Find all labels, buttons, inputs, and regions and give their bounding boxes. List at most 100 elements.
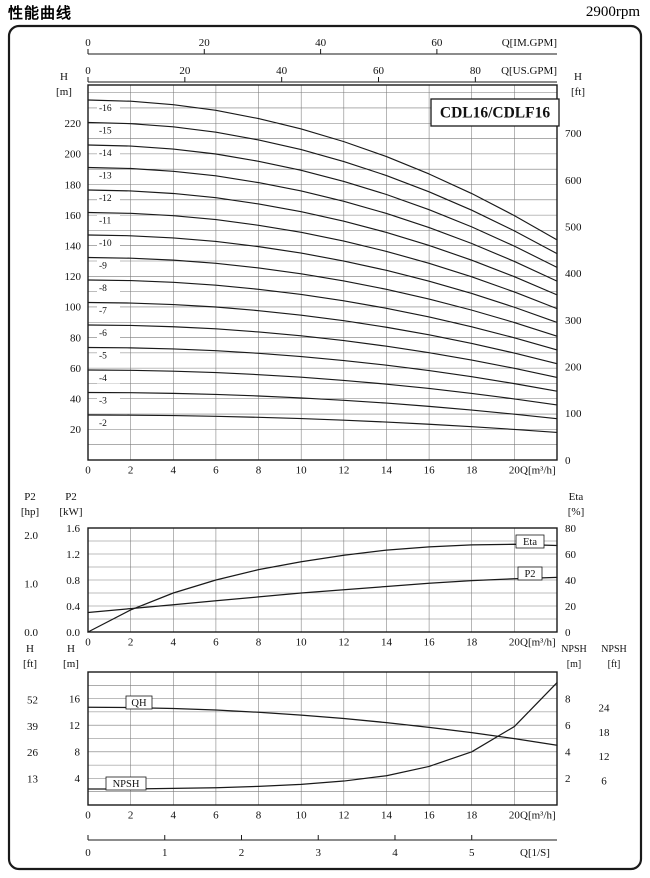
tick-label: 8 <box>256 810 262 822</box>
tick-label: 0 <box>565 455 571 467</box>
axis-title: H <box>67 643 75 655</box>
tick-label: 0.4 <box>66 601 80 613</box>
tick-label: 12 <box>338 810 349 822</box>
tick-label: 4 <box>171 465 177 477</box>
stage-label: -6 <box>99 329 107 339</box>
axis-title: [m] <box>56 86 72 98</box>
tick-label: 80 <box>470 65 482 77</box>
tick-label: 52 <box>27 694 38 706</box>
axis-unit-label: Q[m³/h] <box>520 637 556 649</box>
axis-title: [kW] <box>59 506 82 518</box>
tick-label: 10 <box>296 465 308 477</box>
tick-label: 40 <box>276 65 288 77</box>
head-curve-stage-14 <box>87 144 558 268</box>
plot-frame <box>87 84 558 461</box>
stage-label-bg <box>97 215 120 226</box>
tick-label: 140 <box>65 241 82 253</box>
tick-label: 16 <box>424 465 436 477</box>
tick-label: 18 <box>599 727 611 739</box>
eta-curve-label: Eta <box>523 537 537 548</box>
tick-label: 20 <box>509 465 521 477</box>
tick-label: 700 <box>565 128 582 140</box>
head-curve-stage-6 <box>87 324 558 379</box>
stage-label: -13 <box>99 172 112 182</box>
tick-label: 1 <box>162 847 168 859</box>
head-curve-stage-11 <box>87 211 558 310</box>
tick-label: 200 <box>65 149 82 161</box>
tick-label: 60 <box>431 37 443 49</box>
axis-title: H <box>574 71 582 83</box>
tick-label: 40 <box>315 37 327 49</box>
stage-label-bg <box>97 417 120 429</box>
tick-label: 18 <box>466 810 478 822</box>
tick-label: 26 <box>27 747 39 759</box>
stage-label-bg <box>97 192 120 204</box>
p2-label-box <box>517 566 543 581</box>
axis-title: H <box>60 71 68 83</box>
tick-label: 6 <box>213 637 219 649</box>
tick-label: 18 <box>466 465 478 477</box>
p2-curve <box>87 576 558 614</box>
head-curve-stage-10 <box>87 234 558 323</box>
axis-title: [m] <box>63 658 79 670</box>
tick-label: 20 <box>509 810 521 822</box>
axis-unit-label: Q[US.GPM] <box>501 65 557 77</box>
tick-label: 8 <box>75 747 81 759</box>
tick-label: 0.8 <box>66 575 80 587</box>
axis-title: [ft] <box>23 658 37 670</box>
tick-label: 1.0 <box>24 578 38 590</box>
stage-label: -14 <box>99 149 112 159</box>
stage-label: -7 <box>99 307 107 317</box>
tick-label: 1.6 <box>66 523 80 535</box>
stage-label: -15 <box>99 127 112 137</box>
head-curve-stage-15 <box>87 121 558 255</box>
tick-label: 220 <box>65 118 82 130</box>
tick-label: 4 <box>565 747 571 759</box>
npsh-curve-label: NPSH <box>113 779 140 790</box>
tick-label: 40 <box>70 394 82 406</box>
tick-label: 16 <box>424 810 436 822</box>
tick-label: 2 <box>128 465 134 477</box>
axis-title: [%] <box>568 506 585 518</box>
tick-label: 8 <box>256 465 262 477</box>
stage-label-bg <box>97 125 120 136</box>
tick-label: 20 <box>199 37 211 49</box>
plot-frame <box>87 671 558 806</box>
tick-label: 400 <box>565 268 582 280</box>
tick-label: 60 <box>70 363 82 375</box>
axis-title: NPSH <box>601 644 627 655</box>
eta-label-box <box>515 534 545 549</box>
axis-unit-label: Q[m³/h] <box>520 465 556 477</box>
tick-label: 12 <box>338 465 349 477</box>
head-curve-stage-12 <box>87 189 558 296</box>
axis-title: P2 <box>65 491 77 503</box>
tick-label: 0 <box>565 627 571 639</box>
tick-label: 6 <box>213 810 219 822</box>
tick-label: 14 <box>381 465 393 477</box>
head-curve-stage-9 <box>87 256 558 337</box>
head-curve-stage-4 <box>87 369 558 406</box>
model-box <box>430 98 560 127</box>
qh-label-box <box>125 695 153 710</box>
tick-label: 10 <box>296 810 308 822</box>
tick-label: 24 <box>599 703 611 715</box>
tick-label: 120 <box>65 271 82 283</box>
stage-label: -2 <box>99 419 107 429</box>
stage-label: -3 <box>99 397 107 407</box>
axis-title: [hp] <box>21 506 39 518</box>
npsh-label-box <box>105 776 147 791</box>
tick-label: 1.2 <box>66 549 80 561</box>
p2-curve-label: P2 <box>524 569 535 580</box>
axis-title: P2 <box>24 491 36 503</box>
tick-label: 0 <box>85 637 91 649</box>
stage-label-bg <box>97 237 120 249</box>
stage-label: -11 <box>99 217 112 227</box>
tick-label: 0 <box>85 65 91 77</box>
tick-label: 6 <box>565 720 571 732</box>
axis-title: NPSH <box>561 644 587 655</box>
tick-label: 160 <box>65 210 82 222</box>
qh-curve <box>87 706 558 746</box>
tick-label: 20 <box>565 601 577 613</box>
tick-label: 80 <box>70 332 82 344</box>
tick-label: 2 <box>565 773 571 785</box>
